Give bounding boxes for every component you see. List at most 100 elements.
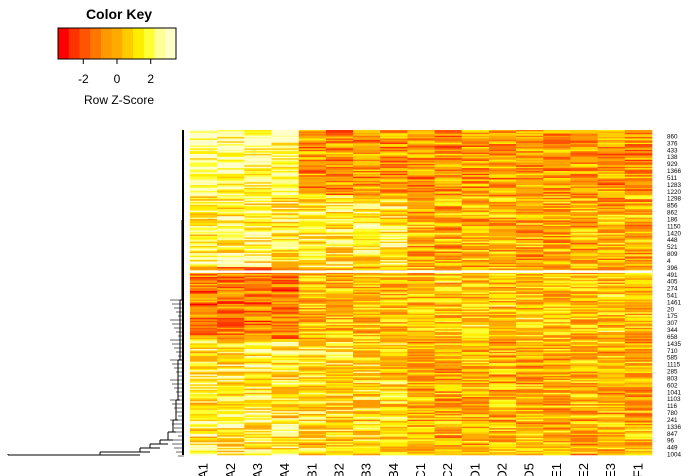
heatmap-cell bbox=[353, 323, 381, 326]
heatmap-cell bbox=[570, 332, 598, 334]
heatmap-cell bbox=[516, 257, 544, 259]
heatmap-cell bbox=[271, 142, 300, 145]
heatmap-cell bbox=[353, 450, 381, 453]
heatmap-cell bbox=[434, 252, 463, 255]
heatmap-cell bbox=[325, 146, 354, 149]
heatmap-cell bbox=[190, 423, 218, 426]
heatmap-cell bbox=[488, 233, 517, 235]
heatmap-cell bbox=[298, 426, 327, 429]
heatmap-cell bbox=[298, 404, 327, 406]
heatmap-cell bbox=[217, 418, 245, 420]
heatmap-cell bbox=[217, 373, 245, 375]
heatmap-cell bbox=[325, 168, 354, 170]
heatmap-cell bbox=[298, 425, 327, 428]
heatmap-cell bbox=[597, 303, 626, 306]
heatmap-cell bbox=[217, 388, 245, 391]
heatmap-cell bbox=[190, 303, 218, 306]
heatmap-cell bbox=[271, 286, 300, 289]
heatmap-cell bbox=[325, 422, 354, 425]
heatmap-cell bbox=[434, 154, 463, 156]
heatmap-cell bbox=[516, 245, 544, 248]
heatmap-cell bbox=[298, 197, 327, 200]
heatmap-cell bbox=[298, 223, 327, 225]
heatmap-cell bbox=[190, 247, 218, 249]
heatmap-cell bbox=[217, 341, 245, 344]
heatmap-cell bbox=[488, 346, 517, 348]
heatmap-cell bbox=[271, 309, 300, 312]
heatmap-cell bbox=[353, 405, 381, 408]
heatmap-cell bbox=[244, 449, 272, 452]
heatmap-cell bbox=[461, 295, 490, 298]
heatmap-cell bbox=[624, 180, 653, 183]
heatmap-cell bbox=[217, 392, 245, 395]
heatmap-cell bbox=[488, 365, 517, 368]
heatmap-cell bbox=[516, 329, 544, 331]
heatmap-cell bbox=[325, 298, 354, 300]
heatmap-cell bbox=[407, 209, 435, 211]
heatmap-cell bbox=[624, 138, 653, 141]
heatmap-cell bbox=[271, 305, 300, 307]
heatmap-cell bbox=[298, 257, 327, 259]
heatmap-cell bbox=[217, 391, 245, 394]
heatmap-cell bbox=[244, 395, 272, 398]
heatmap-cell bbox=[217, 329, 245, 331]
heatmap-cell bbox=[380, 315, 408, 317]
heatmap-cell bbox=[570, 203, 598, 206]
heatmap-cell bbox=[298, 382, 327, 385]
heatmap-cell bbox=[570, 357, 598, 360]
heatmap-cell bbox=[325, 195, 354, 197]
heatmap-cell bbox=[543, 285, 571, 288]
heatmap-cell bbox=[380, 278, 408, 281]
heatmap-cell bbox=[190, 178, 218, 180]
heatmap-cell bbox=[543, 295, 571, 298]
heatmap-cell bbox=[434, 289, 463, 292]
heatmap-cell bbox=[434, 228, 463, 231]
heatmap-cell bbox=[298, 357, 327, 360]
heatmap-cell bbox=[434, 397, 463, 399]
heatmap-cell bbox=[298, 415, 327, 418]
heatmap-cell bbox=[217, 317, 245, 320]
heatmap-cell bbox=[461, 195, 490, 197]
heatmap-cell bbox=[570, 230, 598, 233]
heatmap-cell bbox=[461, 445, 490, 447]
heatmap-cell bbox=[325, 203, 354, 206]
heatmap-cell bbox=[461, 267, 490, 269]
heatmap-cell bbox=[543, 440, 571, 443]
heatmap-cell bbox=[271, 320, 300, 323]
heatmap-cell bbox=[624, 217, 653, 220]
heatmap-cell bbox=[488, 168, 517, 170]
heatmap-cell bbox=[217, 158, 245, 160]
heatmap-cell bbox=[271, 391, 300, 394]
heatmap-cell bbox=[298, 341, 327, 344]
heatmap-cell bbox=[353, 308, 381, 310]
heatmap-cell bbox=[325, 237, 354, 240]
heatmap-cell bbox=[461, 440, 490, 443]
heatmap-cell bbox=[543, 387, 571, 389]
heatmap-cell bbox=[407, 303, 435, 306]
heatmap-cell bbox=[434, 426, 463, 429]
heatmap-cell bbox=[624, 418, 653, 420]
heatmap-cell bbox=[461, 134, 490, 136]
heatmap-cell bbox=[271, 409, 300, 412]
heatmap-cell bbox=[353, 228, 381, 231]
heatmap-cell bbox=[516, 452, 544, 454]
heatmap-cell bbox=[597, 445, 626, 447]
heatmap-cell bbox=[271, 245, 300, 248]
heatmap-cell bbox=[543, 349, 571, 351]
heatmap-cell bbox=[325, 166, 354, 169]
heatmap-cell bbox=[380, 210, 408, 213]
heatmap-cell bbox=[516, 408, 544, 411]
heatmap-cell bbox=[271, 185, 300, 187]
heatmap-cell bbox=[271, 382, 300, 385]
heatmap-cell bbox=[190, 323, 218, 326]
heatmap-cell bbox=[461, 281, 490, 283]
heatmap-cell bbox=[434, 411, 463, 413]
heatmap-cell bbox=[298, 452, 327, 454]
heatmap-cell bbox=[488, 381, 517, 384]
heatmap-cell bbox=[434, 317, 463, 320]
heatmap-cell bbox=[407, 429, 435, 432]
heatmap-cell bbox=[488, 274, 517, 276]
heatmap-cell bbox=[380, 132, 408, 135]
heatmap-cell bbox=[434, 392, 463, 395]
row-label: 780 bbox=[667, 410, 678, 417]
